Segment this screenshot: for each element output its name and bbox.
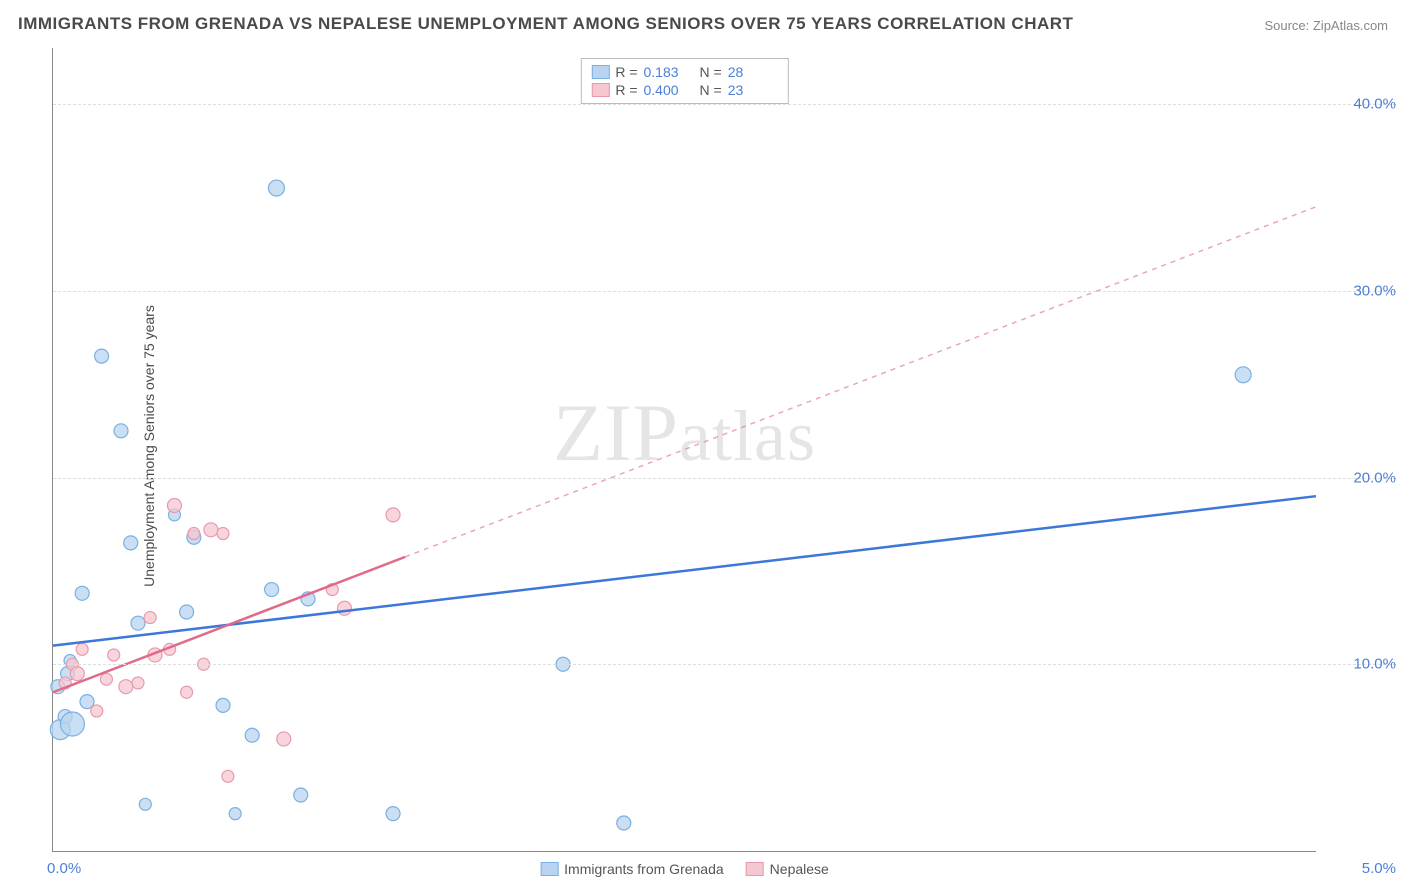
data-point — [91, 705, 103, 717]
data-point — [216, 698, 230, 712]
data-point — [217, 528, 229, 540]
data-point — [222, 770, 234, 782]
data-point — [100, 673, 112, 685]
data-point — [119, 680, 133, 694]
data-point — [268, 180, 284, 196]
chart-title: IMMIGRANTS FROM GRENADA VS NEPALESE UNEM… — [18, 14, 1073, 34]
gridline — [53, 104, 1396, 105]
data-point — [139, 798, 151, 810]
data-point — [181, 686, 193, 698]
gridline — [53, 664, 1396, 665]
data-point — [386, 508, 400, 522]
data-point — [386, 807, 400, 821]
gridline — [53, 478, 1396, 479]
data-point — [108, 649, 120, 661]
data-point — [1235, 367, 1251, 383]
x-tick-min: 0.0% — [47, 860, 81, 877]
source-label: Source: ZipAtlas.com — [1264, 18, 1388, 33]
plot-area: ZIPatlas R = 0.183 N = 28 R = 0.400 N = … — [52, 48, 1316, 852]
data-point — [294, 788, 308, 802]
x-tick-max: 5.0% — [1362, 860, 1396, 877]
data-point — [229, 808, 241, 820]
data-point — [70, 667, 84, 681]
trend-line-dashed — [405, 207, 1316, 557]
data-point — [337, 601, 351, 615]
y-tick-label: 10.0% — [1326, 656, 1396, 673]
series-legend: Immigrants from Grenada Nepalese — [540, 861, 829, 877]
y-tick-label: 20.0% — [1326, 469, 1396, 486]
data-point — [188, 528, 200, 540]
trend-line-solid — [53, 557, 405, 692]
gridline — [53, 291, 1396, 292]
data-svg — [53, 48, 1316, 851]
data-point — [265, 583, 279, 597]
data-point — [131, 616, 145, 630]
y-tick-label: 30.0% — [1326, 282, 1396, 299]
data-point — [60, 712, 84, 736]
data-point — [95, 349, 109, 363]
data-point — [180, 605, 194, 619]
data-point — [76, 643, 88, 655]
series-name-1: Immigrants from Grenada — [564, 861, 724, 877]
data-point — [75, 586, 89, 600]
data-point — [277, 732, 291, 746]
data-point — [204, 523, 218, 537]
data-point — [114, 424, 128, 438]
data-point — [617, 816, 631, 830]
y-tick-label: 40.0% — [1326, 96, 1396, 113]
chart-container: IMMIGRANTS FROM GRENADA VS NEPALESE UNEM… — [0, 0, 1406, 892]
data-point — [132, 677, 144, 689]
data-point — [124, 536, 138, 550]
data-point — [144, 612, 156, 624]
series-name-2: Nepalese — [770, 861, 829, 877]
data-point — [167, 499, 181, 513]
swatch-pink-bottom — [746, 862, 764, 876]
trend-line-solid — [53, 496, 1316, 645]
swatch-blue-bottom — [540, 862, 558, 876]
data-point — [245, 728, 259, 742]
legend-item-1: Immigrants from Grenada — [540, 861, 724, 877]
legend-item-2: Nepalese — [746, 861, 829, 877]
